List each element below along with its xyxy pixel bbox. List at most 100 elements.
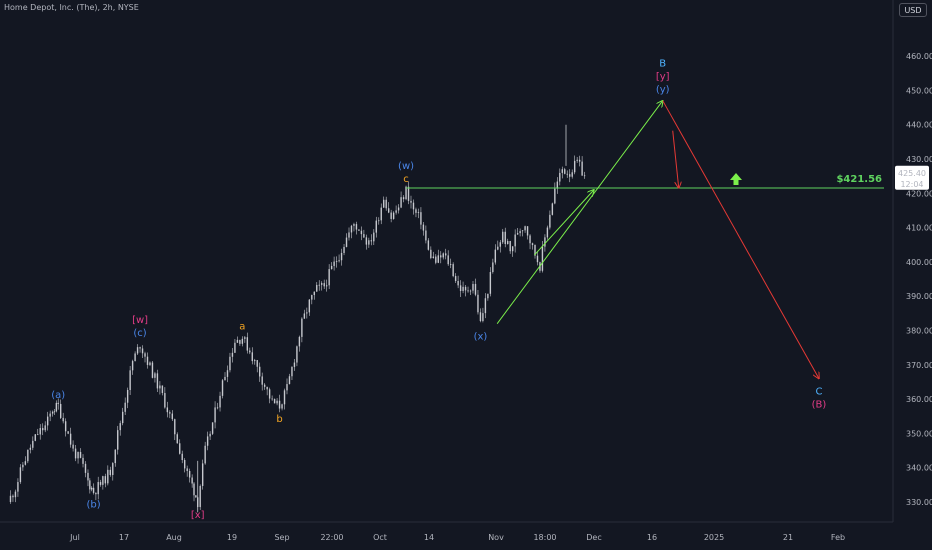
candle-body-76 — [193, 483, 195, 496]
candle-body-63 — [161, 385, 164, 394]
candle-body-55 — [141, 348, 144, 354]
price-tick-420: 420.00 — [906, 189, 932, 198]
candle-body-164 — [410, 200, 412, 203]
candle-body-20 — [57, 402, 59, 404]
candle-body-148 — [370, 240, 373, 242]
candle-body-196 — [489, 272, 492, 294]
price-level-text: $421.56 — [836, 174, 882, 185]
time-tick-1: 17 — [119, 533, 129, 542]
candle-body-178 — [445, 253, 447, 256]
time-tick-10: Dec — [586, 533, 601, 542]
candle-body-120 — [301, 318, 303, 337]
candle-body-180 — [449, 264, 452, 265]
wave-label-1: (b) — [86, 500, 100, 511]
candle-body-42 — [109, 469, 111, 475]
candle-body-71 — [181, 453, 183, 461]
candle-body-110 — [276, 400, 278, 404]
candle-body-144 — [360, 230, 363, 235]
candle-body-10 — [34, 434, 36, 441]
candle-body-173 — [432, 256, 435, 259]
wave-label-6: b — [276, 414, 282, 425]
candle-body-100 — [251, 352, 253, 362]
candle-body-191 — [477, 294, 479, 313]
projection-up-arrow — [496, 101, 663, 324]
candle-body-67 — [171, 413, 173, 420]
candle-body-132 — [330, 265, 333, 270]
candle-body-202 — [504, 231, 506, 245]
candle-body-33 — [89, 480, 91, 490]
candle-body-81 — [204, 445, 206, 464]
candle-body-14 — [44, 425, 46, 431]
level-down-arrow — [672, 130, 679, 188]
candle-body-135 — [338, 260, 340, 262]
time-tick-13: 21 — [783, 533, 793, 542]
candle-body-90 — [226, 370, 229, 377]
currency-button[interactable]: USD — [899, 3, 927, 17]
candle-body-7 — [27, 449, 29, 462]
candle-body-133 — [333, 261, 335, 266]
candle-body-221 — [551, 203, 554, 215]
candle-body-6 — [24, 461, 27, 465]
price-tick-370: 370.00 — [906, 361, 932, 370]
candle-body-211 — [526, 226, 529, 236]
wave-label-14: (B) — [812, 400, 827, 411]
candle-body-59 — [151, 362, 154, 378]
candle-body-179 — [447, 255, 449, 265]
candle-body-5 — [22, 464, 24, 468]
candle-body-41 — [107, 469, 109, 484]
candle-body-80 — [201, 463, 204, 486]
candle-body-105 — [263, 384, 266, 387]
candle-body-116 — [291, 366, 293, 377]
time-tick-4: Sep — [274, 533, 289, 542]
candle-body-65 — [166, 407, 169, 413]
candle-body-125 — [313, 291, 315, 296]
candle-body-190 — [474, 283, 477, 295]
candle-body-23 — [64, 421, 67, 432]
wave-label-7: (w) — [398, 161, 414, 172]
candle-body-119 — [298, 336, 301, 347]
candle-body-28 — [77, 452, 79, 459]
candle-body-37 — [97, 482, 99, 495]
candle-body-103 — [259, 366, 261, 377]
candle-body-169 — [422, 224, 425, 231]
candle-body-85 — [214, 407, 216, 423]
candle-body-83 — [209, 433, 211, 437]
candle-body-54 — [139, 347, 141, 349]
candle-body-72 — [184, 460, 186, 469]
wave-label-4: [x] — [191, 510, 205, 521]
candle-body-58 — [149, 362, 151, 365]
candle-body-95 — [239, 339, 241, 344]
candle-body-224 — [559, 172, 561, 182]
candle-body-136 — [340, 252, 343, 261]
time-tick-8: Nov — [488, 533, 504, 542]
candle-body-112 — [281, 404, 283, 409]
candle-body-36 — [95, 492, 97, 495]
candle-body-167 — [417, 212, 420, 213]
candle-body-24 — [67, 431, 69, 434]
candle-body-152 — [380, 207, 382, 221]
candle-body-226 — [564, 169, 566, 174]
price-tick-350: 350.00 — [906, 429, 932, 438]
candle-body-48 — [124, 402, 126, 412]
candle-body-113 — [283, 390, 286, 405]
candle-body-11 — [37, 434, 39, 436]
candle-body-9 — [32, 440, 34, 448]
price-tick-340: 340.00 — [906, 464, 932, 473]
wave-label-9: (x) — [474, 332, 488, 343]
symbol-title: Home Depot, Inc. (The), 2h, NYSE — [4, 3, 139, 12]
candle-body-45 — [117, 430, 119, 450]
wave-label-11: [y] — [656, 72, 670, 83]
candle-body-229 — [571, 172, 573, 177]
candle-body-98 — [246, 337, 249, 351]
candle-body-49 — [126, 390, 129, 403]
candle-body-122 — [306, 312, 308, 314]
time-tick-6: Oct — [373, 533, 387, 542]
candle-body-73 — [186, 468, 188, 471]
candle-body-31 — [84, 463, 87, 473]
candle-body-56 — [144, 353, 146, 357]
price-axis[interactable]: 460.00 450.00 440.00 430.00 420.00 410.00 400.… — [906, 52, 932, 507]
time-axis[interactable]: Jul 17 Aug 19 Sep 22:00 Oct 14 Nov 18:00 Dec 16 2025… — [69, 533, 845, 542]
candle-body-91 — [229, 356, 231, 371]
price-tick-380: 380.00 — [906, 327, 932, 336]
